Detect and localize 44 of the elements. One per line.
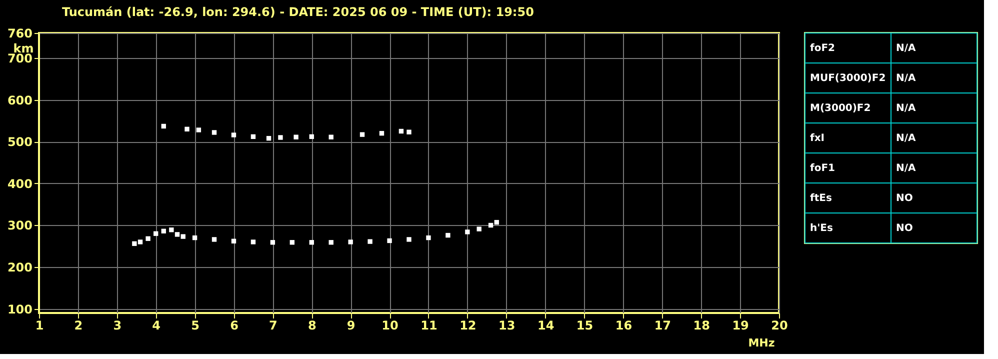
chart-title: Tucumán (lat: -26.9, lon: 294.6) - DATE: 2025 06 09 - TIME (UT): 19:50	[62, 5, 534, 19]
y-tick-label: 100	[7, 302, 32, 316]
x-tick-label: 8	[308, 318, 316, 332]
y-tick-label: 500	[7, 135, 32, 150]
x-tick-label: 3	[113, 318, 122, 332]
y-tick-label: 760	[7, 26, 32, 40]
y-tick-label: 600	[7, 93, 32, 108]
text: MUF(3000)F2	[810, 73, 886, 84]
x-tick-label: 15	[576, 318, 594, 332]
x-tick-label: 9	[346, 318, 356, 332]
text: foF1	[810, 163, 836, 174]
text: N/A	[896, 163, 916, 174]
text: NO	[896, 193, 913, 204]
text: N/A	[896, 103, 916, 114]
x-tick-label: 16	[615, 318, 632, 332]
x-tick-label: 5	[191, 318, 200, 332]
x-tick-label: 18	[693, 318, 710, 332]
text: N/A	[896, 43, 916, 54]
text: ftEs	[810, 193, 832, 204]
text: fxI	[810, 133, 825, 144]
text: foF2	[810, 43, 836, 54]
text: N/A	[896, 133, 916, 144]
x-tick-label: 19	[732, 318, 749, 332]
x-tick-label: 10	[382, 318, 398, 332]
y-tick-label: 300	[7, 218, 32, 233]
y-tick-label: 200	[7, 260, 32, 275]
text: NO	[896, 223, 913, 234]
x-tick-label: 1	[35, 318, 44, 332]
x-tick-label: 12	[460, 318, 476, 332]
x-tick-label: 2	[74, 318, 83, 332]
x-tick-label: 17	[654, 318, 672, 332]
y-tick-label: 400	[7, 176, 32, 191]
y-tick-label: 700	[7, 52, 32, 66]
text: M(3000)F2	[810, 103, 871, 114]
x-axis-title: MHz	[748, 336, 775, 350]
x-tick-label: 7	[269, 318, 278, 332]
x-tick-label: 11	[420, 318, 438, 332]
x-tick-label: 4	[152, 318, 161, 332]
text: h'Es	[810, 223, 834, 234]
x-tick-label: 14	[537, 318, 554, 332]
x-tick-label: 20	[771, 318, 788, 332]
text: N/A	[896, 73, 916, 84]
x-tick-label: 13	[498, 318, 516, 332]
x-tick-label: 6	[230, 318, 238, 332]
